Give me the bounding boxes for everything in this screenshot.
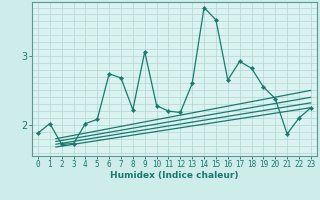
- X-axis label: Humidex (Indice chaleur): Humidex (Indice chaleur): [110, 171, 239, 180]
